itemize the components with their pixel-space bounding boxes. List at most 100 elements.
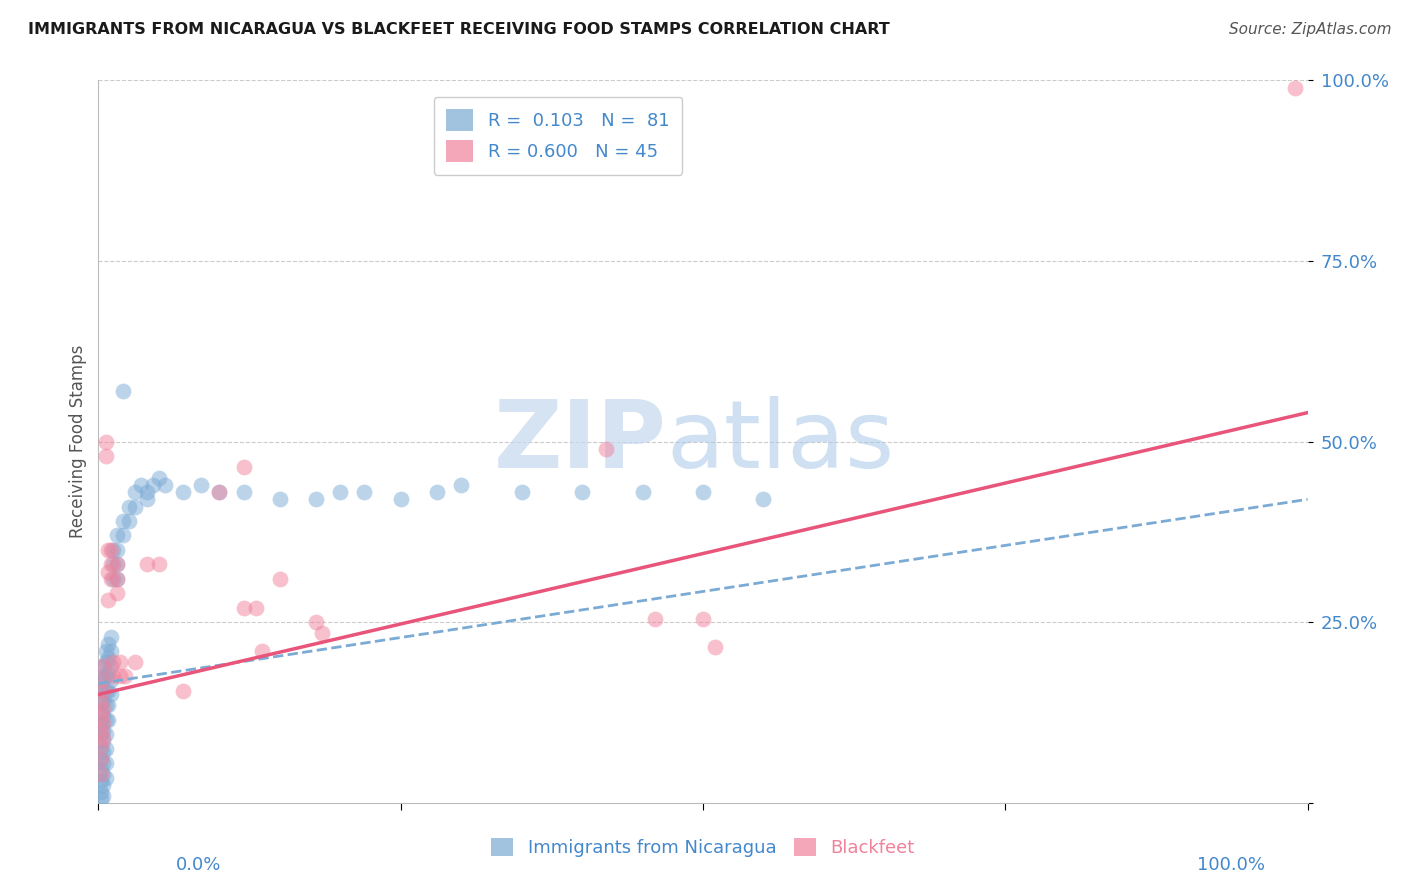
Point	[1284, 80, 1306, 95]
Point	[94, 713, 117, 727]
Point	[631, 485, 654, 500]
Point	[111, 514, 134, 528]
Point	[91, 683, 114, 698]
Point	[752, 492, 775, 507]
Point	[644, 611, 666, 625]
Point	[91, 723, 114, 738]
Point	[118, 500, 141, 514]
Text: IMMIGRANTS FROM NICARAGUA VS BLACKFEET RECEIVING FOOD STAMPS CORRELATION CHART: IMMIGRANTS FROM NICARAGUA VS BLACKFEET R…	[28, 22, 890, 37]
Point	[90, 683, 112, 698]
Y-axis label: Receiving Food Stamps: Receiving Food Stamps	[69, 345, 87, 538]
Point	[100, 542, 122, 557]
Point	[90, 741, 112, 756]
Point	[91, 731, 114, 745]
Point	[91, 709, 114, 723]
Point	[94, 727, 117, 741]
Point	[91, 734, 114, 748]
Point	[90, 727, 112, 741]
Point	[389, 492, 412, 507]
Point	[94, 683, 117, 698]
Point	[450, 478, 472, 492]
Point	[90, 785, 112, 799]
Point	[94, 449, 117, 463]
Point	[129, 478, 152, 492]
Point	[135, 492, 157, 507]
Point	[90, 709, 112, 723]
Point	[90, 669, 112, 683]
Point	[190, 478, 212, 492]
Point	[124, 655, 146, 669]
Point	[105, 542, 128, 557]
Point	[232, 485, 254, 500]
Point	[108, 669, 131, 683]
Point	[353, 485, 375, 500]
Point	[90, 695, 112, 709]
Point	[135, 485, 157, 500]
Point	[118, 514, 141, 528]
Point	[208, 485, 231, 500]
Point	[90, 738, 112, 752]
Point	[571, 485, 593, 500]
Point	[91, 789, 114, 803]
Point	[208, 485, 231, 500]
Point	[100, 630, 122, 644]
Point	[100, 572, 122, 586]
Point	[90, 695, 112, 709]
Point	[91, 658, 114, 673]
Point	[232, 600, 254, 615]
Point	[90, 767, 112, 781]
Point	[94, 434, 117, 449]
Point	[305, 615, 328, 630]
Point	[94, 698, 117, 713]
Point	[101, 669, 124, 683]
Point	[101, 558, 124, 572]
Point	[97, 651, 120, 665]
Point	[91, 716, 114, 731]
Point	[142, 478, 165, 492]
Point	[91, 745, 114, 759]
Point	[232, 459, 254, 474]
Point	[111, 528, 134, 542]
Text: Source: ZipAtlas.com: Source: ZipAtlas.com	[1229, 22, 1392, 37]
Point	[148, 558, 170, 572]
Point	[105, 558, 128, 572]
Point	[100, 687, 122, 701]
Point	[692, 611, 714, 625]
Point	[329, 485, 352, 500]
Point	[97, 593, 120, 607]
Point	[97, 713, 120, 727]
Point	[245, 600, 267, 615]
Point	[100, 644, 122, 658]
Point	[90, 716, 112, 731]
Point	[94, 669, 117, 683]
Point	[105, 586, 128, 600]
Point	[97, 665, 120, 680]
Point	[100, 673, 122, 687]
Point	[90, 706, 112, 720]
Point	[172, 485, 194, 500]
Point	[101, 542, 124, 557]
Text: 100.0%: 100.0%	[1198, 856, 1265, 874]
Point	[100, 658, 122, 673]
Point	[100, 558, 122, 572]
Text: atlas: atlas	[666, 395, 896, 488]
Point	[269, 572, 291, 586]
Point	[97, 637, 120, 651]
Point	[595, 442, 617, 456]
Point	[94, 741, 117, 756]
Text: 0.0%: 0.0%	[176, 856, 221, 874]
Point	[97, 683, 120, 698]
Point	[90, 673, 112, 687]
Point	[148, 470, 170, 484]
Point	[94, 771, 117, 785]
Legend: Immigrants from Nicaragua, Blackfeet: Immigrants from Nicaragua, Blackfeet	[482, 829, 924, 866]
Text: ZIP: ZIP	[494, 395, 666, 488]
Point	[91, 702, 114, 716]
Point	[90, 792, 112, 806]
Point	[91, 683, 114, 698]
Point	[114, 669, 136, 683]
Point	[91, 695, 114, 709]
Point	[91, 767, 114, 781]
Point	[97, 698, 120, 713]
Point	[250, 644, 273, 658]
